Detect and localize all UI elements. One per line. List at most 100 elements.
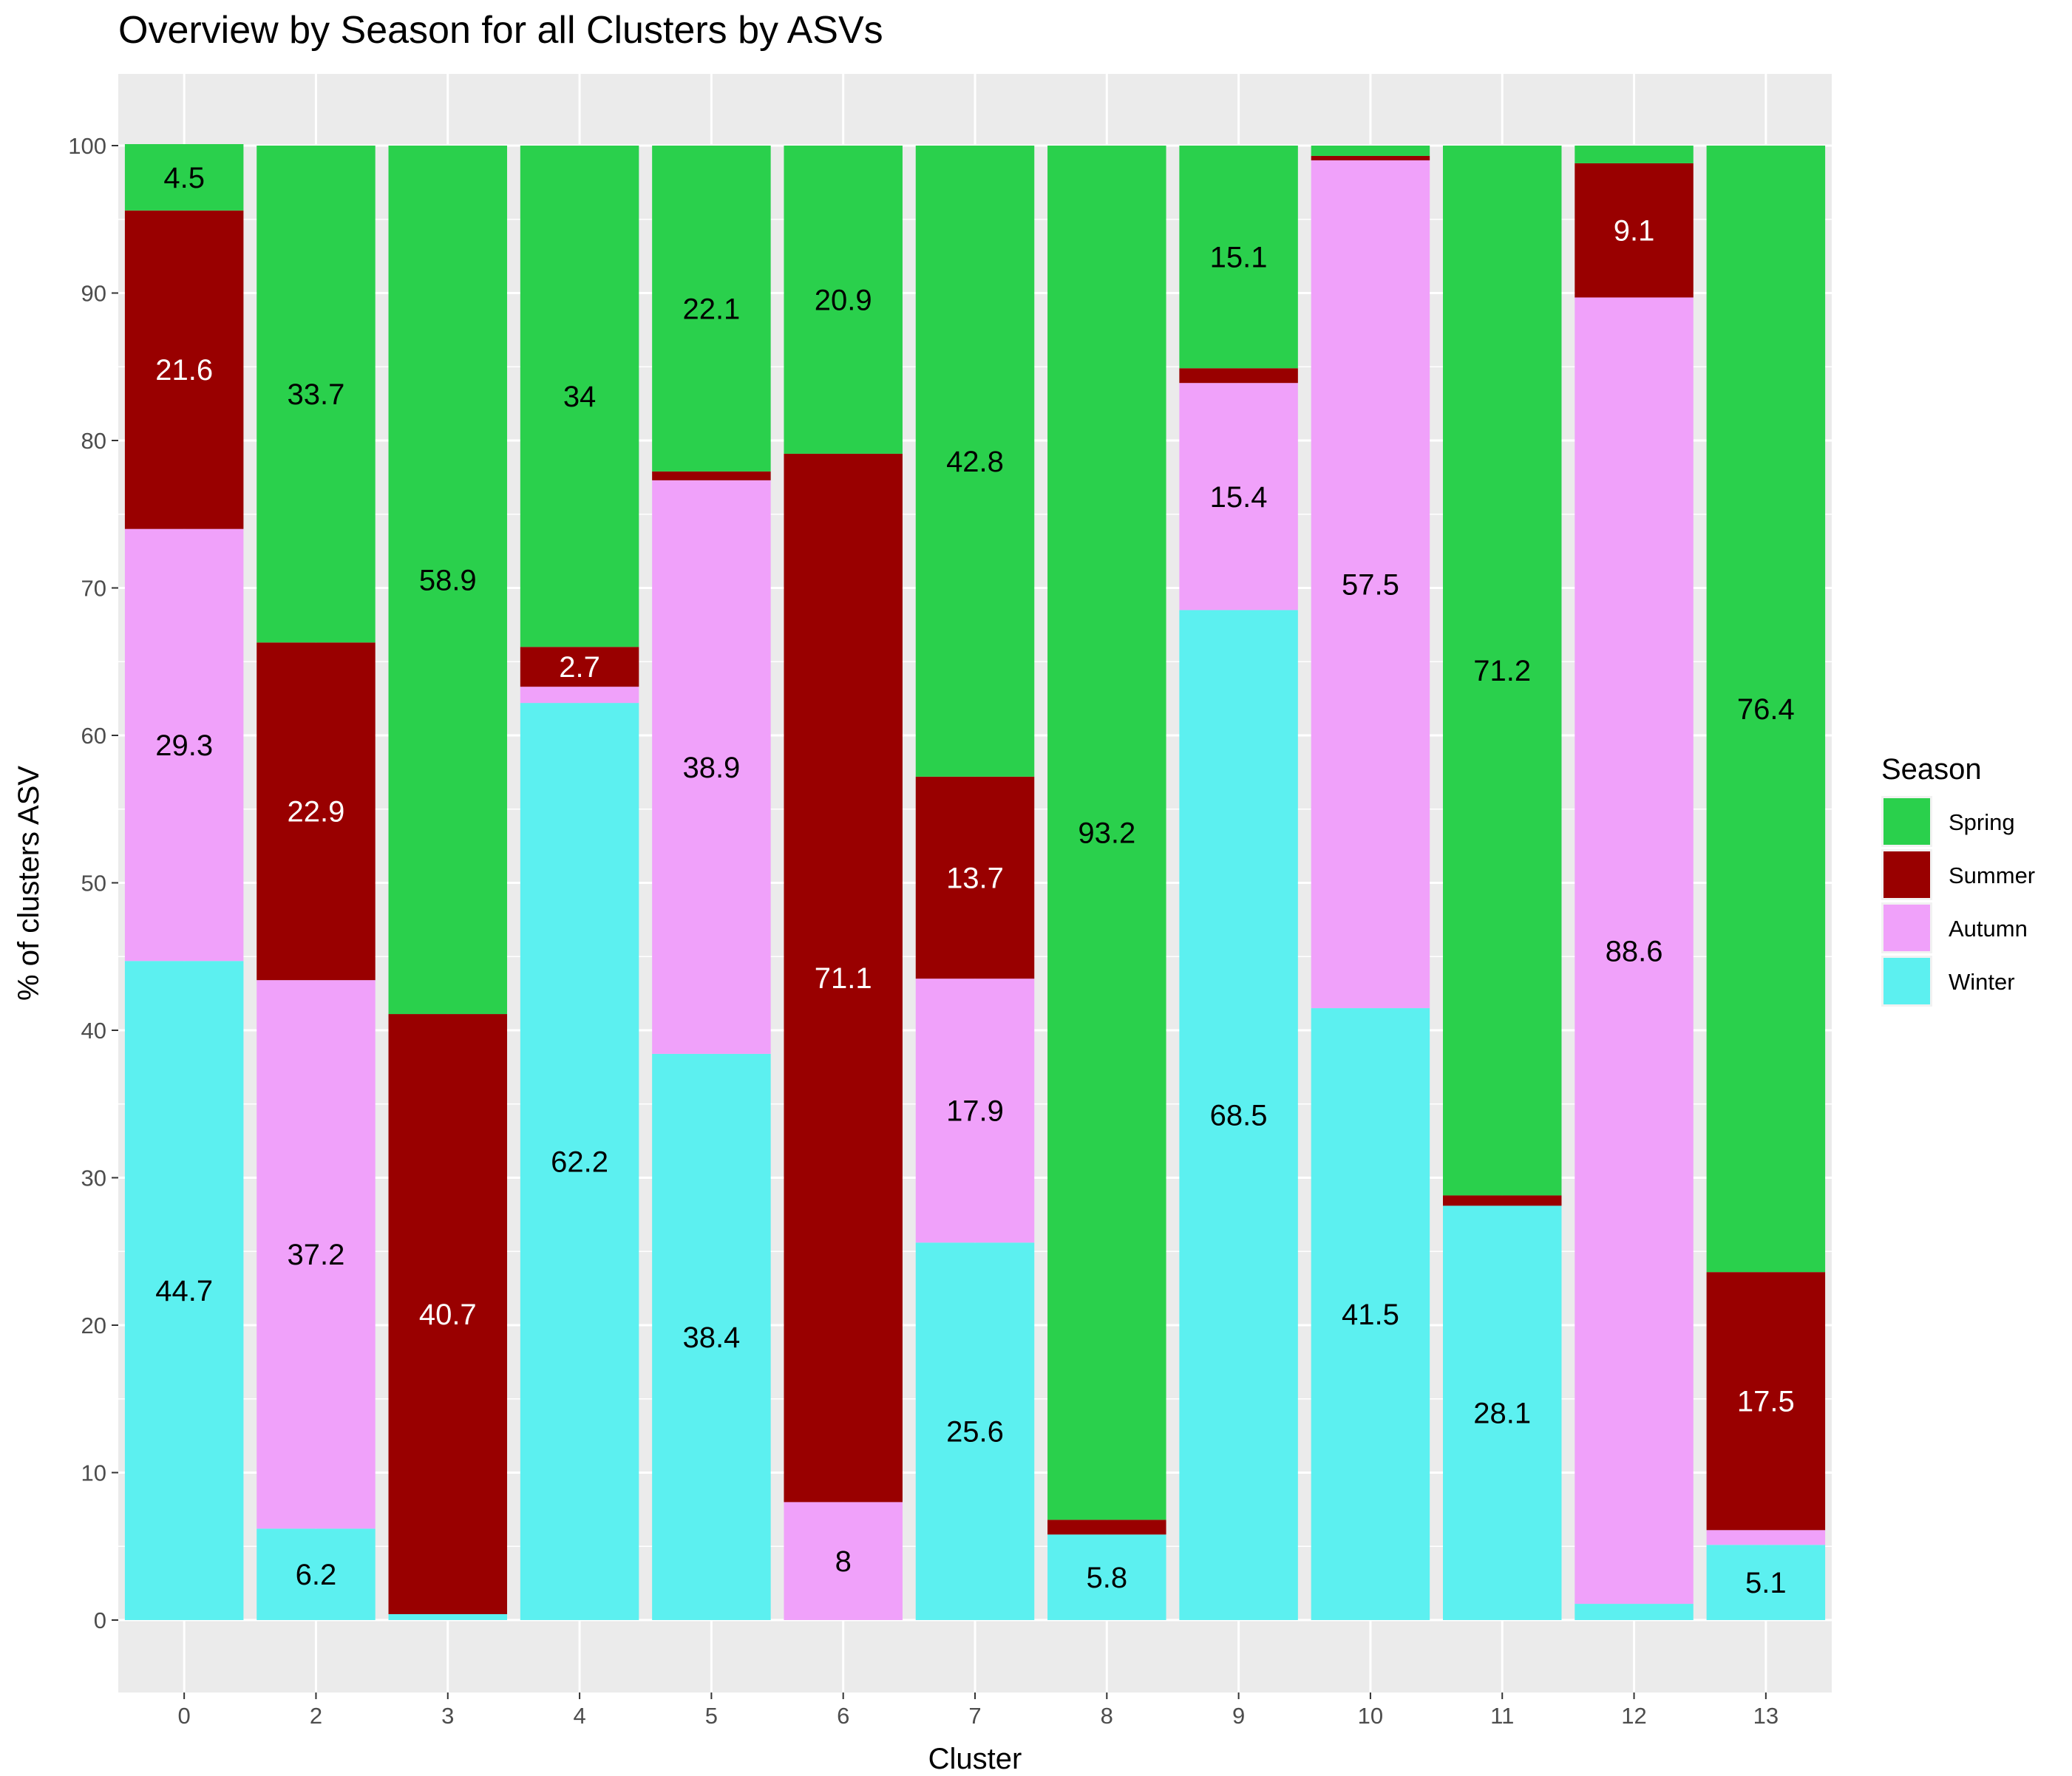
y-tick-label: 80: [81, 428, 106, 454]
data-label: 62.2: [551, 1146, 608, 1179]
data-label: 17.5: [1737, 1386, 1795, 1418]
bar-segment-summer: [124, 210, 244, 529]
bar-segment-spring: [388, 146, 508, 1015]
data-label: 5.1: [1745, 1567, 1787, 1599]
data-label: 13.7: [946, 863, 1004, 895]
bar-segment-spring: [652, 146, 771, 472]
x-tick-label: 0: [178, 1703, 191, 1729]
x-tick-label: 5: [705, 1703, 718, 1729]
data-label: 15.1: [1210, 242, 1268, 274]
data-label: 37.2: [288, 1239, 345, 1271]
data-label: 38.4: [682, 1321, 740, 1354]
bar-segment-winter: [1442, 1205, 1562, 1620]
bar-segment-winter: [257, 1528, 376, 1620]
bar-labels: 44.7 29.3 21.6 4.5 6.2 37.2 22.9 33.7 40.7 58.9 62…: [155, 162, 1795, 1599]
x-tick-label: 9: [1232, 1703, 1245, 1729]
bar-segment-summer: [915, 776, 1035, 979]
bar-segment-summer: [520, 647, 639, 687]
y-tick-label: 90: [81, 281, 106, 307]
data-label: 57.5: [1342, 569, 1399, 602]
bar-segment-spring: [257, 146, 376, 643]
legend-label-summer: Summer: [1949, 863, 2035, 888]
data-label: 20.9: [815, 284, 872, 316]
bar-segment-autumn: [1179, 383, 1298, 610]
bar-segment-spring: [784, 146, 903, 454]
bar-segment-spring: [915, 146, 1035, 777]
bar-segment-spring: [520, 146, 639, 647]
bar-segment-summer: [784, 453, 903, 1503]
chart-title: Overview by Season for all Clusters by A…: [118, 9, 883, 52]
data-label: 76.4: [1737, 693, 1795, 726]
x-tick-label: 11: [1490, 1703, 1514, 1729]
bar-segment-winter: [652, 1053, 771, 1620]
data-label: 68.5: [1210, 1100, 1268, 1132]
bar-segment-autumn: [784, 1502, 903, 1620]
data-label: 15.4: [1210, 481, 1268, 514]
bar-segment-autumn: [652, 480, 771, 1054]
bar-segment-winter: [1047, 1534, 1166, 1620]
data-label: 44.7: [155, 1275, 213, 1307]
y-tick-label: 60: [81, 723, 106, 749]
bar-segment-spring: [1047, 146, 1166, 1520]
data-label: 88.6: [1606, 935, 1663, 967]
data-label: 41.5: [1342, 1299, 1399, 1331]
bar-segment-winter: [520, 703, 639, 1620]
x-tick-label: 2: [310, 1703, 322, 1729]
x-tick-label: 7: [968, 1703, 981, 1729]
bar-segment-summer: [1047, 1520, 1166, 1535]
y-tick-label: 70: [81, 576, 106, 602]
legend-key-spring: [1884, 798, 1930, 845]
data-label: 2.7: [559, 651, 600, 684]
data-label: 33.7: [288, 378, 345, 411]
bar-segment-autumn: [520, 687, 639, 704]
bar-segment-winter: [124, 961, 244, 1620]
x-axis: 0 2 3 4 5 6 7 8 9 10 11 12 13: [178, 1692, 1779, 1729]
legend: Season Spring Summer Autumn Winter: [1881, 753, 2035, 1007]
bar-segment-winter: [1575, 1604, 1694, 1620]
data-label: 34: [563, 381, 597, 413]
bar-segment-spring: [1442, 146, 1562, 1196]
y-tick-label: 20: [81, 1313, 106, 1338]
data-label: 5.8: [1087, 1562, 1128, 1594]
x-axis-title: Cluster: [928, 1743, 1022, 1775]
legend-label-winter: Winter: [1949, 969, 2015, 995]
data-label: 93.2: [1078, 817, 1135, 850]
bar-segment-autumn: [124, 528, 244, 962]
data-label: 4.5: [163, 162, 205, 194]
data-label: 38.9: [682, 752, 740, 784]
y-axis: 0 10 20 30 40 50 60 70 80 90 100: [68, 133, 118, 1633]
data-label: 40.7: [419, 1299, 477, 1331]
legend-key-summer: [1884, 851, 1930, 898]
x-tick-label: 4: [573, 1703, 585, 1729]
data-label: 29.3: [155, 729, 213, 762]
bar-segment-autumn: [1706, 1530, 1826, 1545]
bar-segment-autumn: [1575, 297, 1694, 1605]
x-tick-label: 3: [441, 1703, 454, 1729]
bar-segment-summer: [257, 642, 376, 981]
x-tick-label: 12: [1621, 1703, 1646, 1729]
bar-segment-summer: [388, 1014, 508, 1615]
data-label: 22.9: [288, 796, 345, 829]
x-tick-label: 10: [1358, 1703, 1383, 1729]
data-label: 58.9: [419, 565, 477, 597]
bar-segment-winter: [1706, 1545, 1826, 1620]
bar-segment-summer: [1311, 155, 1430, 160]
bar-segment-summer: [1575, 163, 1694, 298]
data-label: 28.1: [1473, 1398, 1531, 1430]
bar-segment-summer: [1179, 368, 1298, 384]
data-label: 42.8: [946, 446, 1004, 478]
bar-segment-winter: [1311, 1008, 1430, 1620]
y-tick-label: 10: [81, 1460, 106, 1486]
y-tick-label: 100: [68, 133, 106, 159]
data-label: 21.6: [155, 354, 213, 387]
data-label: 71.2: [1473, 655, 1531, 687]
data-label: 17.9: [946, 1095, 1004, 1128]
x-tick-label: 6: [837, 1703, 849, 1729]
bar-segment-autumn: [915, 979, 1035, 1243]
legend-title: Season: [1881, 753, 1982, 786]
bar-segment-autumn: [257, 980, 376, 1529]
bar-segment-spring: [1706, 146, 1826, 1273]
y-tick-label: 50: [81, 871, 106, 896]
y-tick-label: 0: [94, 1607, 106, 1633]
data-label: 22.1: [682, 293, 740, 325]
